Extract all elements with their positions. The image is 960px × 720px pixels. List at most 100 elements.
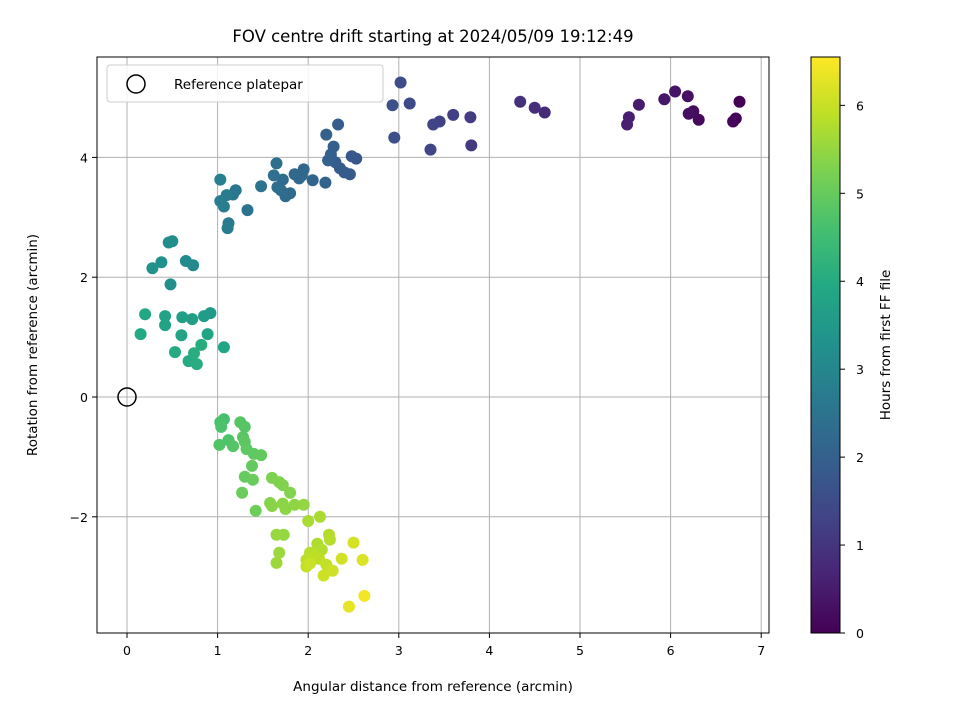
data-point (447, 108, 460, 121)
y-axis-label: Rotation from reference (arcmin) (25, 234, 41, 456)
colorbar-tick-label: 6 (856, 98, 864, 113)
data-point (214, 173, 227, 186)
data-point (169, 346, 181, 359)
data-point (215, 420, 228, 433)
data-point (335, 552, 348, 565)
data-point (175, 329, 188, 342)
data-point (221, 222, 234, 235)
y-tick-label: 4 (80, 150, 88, 165)
colorbar: 0 1 2 3 4 5 6 Hours from first FF file (810, 56, 894, 641)
data-point (279, 503, 292, 515)
x-tick-label: 4 (485, 643, 493, 658)
data-point (238, 420, 251, 433)
x-tick-label: 7 (757, 643, 765, 658)
colorbar-tick-label: 1 (856, 538, 864, 553)
data-point (326, 564, 339, 577)
data-point (319, 176, 332, 189)
data-point (255, 449, 268, 462)
data-point (270, 556, 283, 569)
colorbar-tick-label: 2 (856, 450, 864, 465)
data-point (403, 97, 416, 110)
data-point (528, 101, 541, 114)
data-point (302, 515, 315, 527)
data-point (201, 328, 214, 341)
data-point (358, 589, 371, 602)
data-point (465, 139, 478, 152)
legend-entry-reference: Reference platepar (174, 77, 303, 93)
x-tick-label: 6 (667, 643, 675, 658)
data-point (273, 546, 286, 559)
data-point (297, 498, 310, 511)
data-point (306, 174, 319, 187)
data-point (249, 504, 262, 517)
y-axis-ticks: −2 0 2 4 (70, 150, 97, 525)
data-point (217, 341, 230, 354)
data-point (266, 500, 278, 512)
data-point (276, 479, 289, 492)
data-point (733, 95, 746, 108)
x-axis-ticks: 0 1 2 3 4 5 6 7 (123, 633, 765, 658)
data-point (270, 157, 283, 170)
x-tick-label: 5 (576, 643, 584, 658)
x-axis-label: Angular distance from reference (arcmin) (293, 679, 573, 695)
data-point (134, 328, 147, 341)
data-point (162, 236, 175, 249)
data-point (213, 438, 226, 451)
data-point (186, 313, 199, 326)
legend-box (106, 64, 384, 103)
legend-marker-icon (126, 74, 146, 94)
colorbar-gradient (810, 56, 841, 634)
data-point (682, 107, 695, 120)
plot-frame (96, 56, 770, 634)
data-point (164, 278, 177, 291)
data-point (323, 533, 336, 546)
data-point (188, 347, 200, 360)
colorbar-ticks: 0 1 2 3 4 5 6 (840, 98, 864, 641)
reference-point (117, 387, 137, 407)
x-tick-label: 3 (395, 643, 403, 658)
data-point (270, 528, 283, 541)
x-tick-label: 1 (214, 643, 222, 658)
data-point (658, 93, 671, 106)
data-point (347, 536, 360, 549)
data-point (284, 486, 297, 499)
data-point (190, 358, 203, 371)
data-point (514, 95, 527, 108)
chart-title: FOV centre drift starting at 2024/05/09 … (232, 27, 633, 46)
colorbar-tick-label: 3 (856, 362, 864, 377)
data-point (227, 440, 239, 453)
data-point (343, 600, 355, 613)
data-point (317, 569, 330, 582)
data-point (246, 459, 258, 472)
data-point (320, 128, 333, 141)
data-point (345, 150, 358, 163)
y-tick-label: 2 (80, 270, 88, 285)
data-point (214, 195, 227, 208)
data-point (621, 118, 634, 131)
data-point (332, 118, 345, 131)
data-point (538, 106, 551, 119)
data-point (314, 510, 326, 523)
colorbar-tick-label: 4 (856, 274, 864, 289)
x-tick-label: 2 (304, 643, 312, 658)
data-point (195, 338, 208, 351)
data-point (159, 319, 172, 332)
grid (97, 57, 769, 633)
data-point (681, 90, 694, 103)
data-point (255, 180, 268, 193)
data-point (386, 99, 399, 112)
data-points (134, 76, 746, 613)
y-tick-label: −2 (70, 510, 88, 525)
data-point (356, 553, 369, 566)
data-point (198, 310, 210, 323)
data-point (322, 154, 335, 167)
data-point (146, 262, 159, 275)
data-point (139, 308, 152, 321)
data-point (241, 204, 254, 217)
data-point (236, 486, 249, 499)
data-point (727, 115, 740, 128)
colorbar-label: Hours from first FF file (878, 270, 894, 421)
data-point (304, 557, 316, 570)
colorbar-tick-label: 5 (856, 186, 864, 201)
data-point (394, 76, 407, 89)
